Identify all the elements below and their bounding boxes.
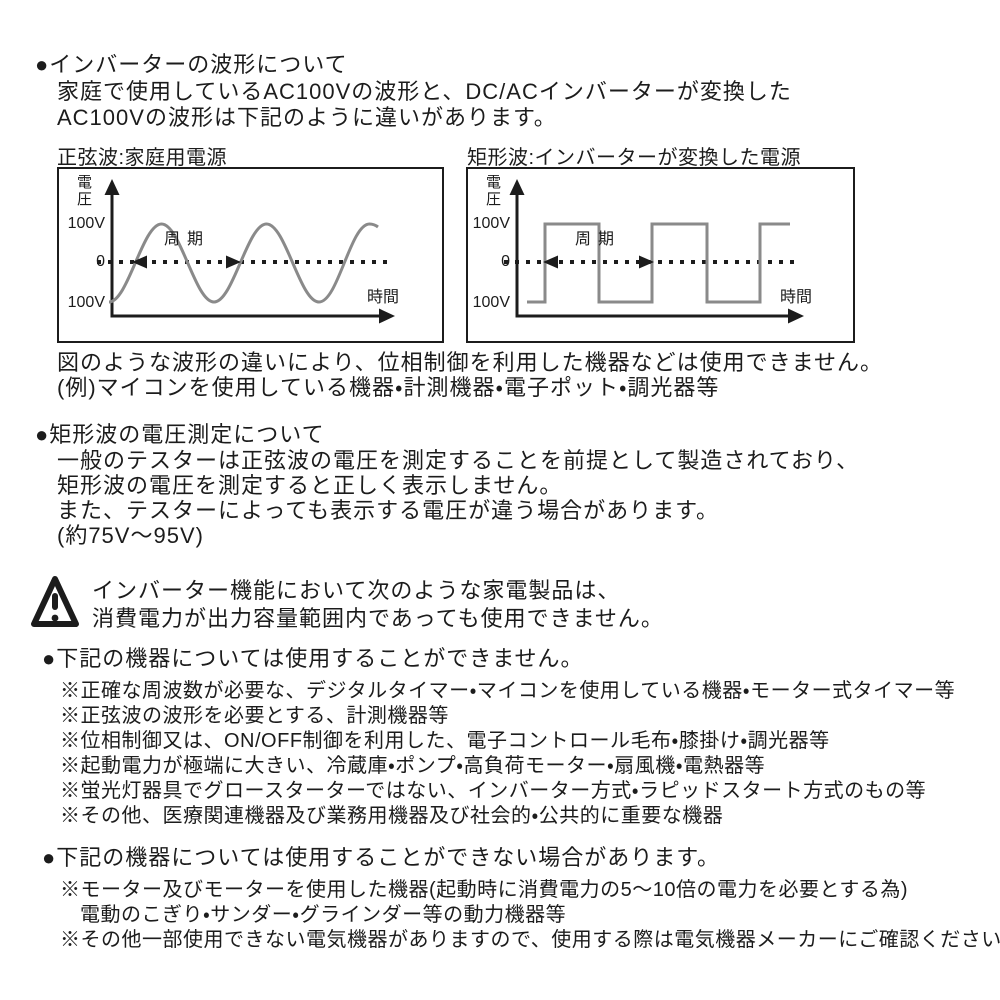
y-axis-label: 電圧 <box>77 174 93 208</box>
measurement-line-3: また、テスターによっても表示する電圧が違う場合があります。 <box>57 498 719 523</box>
cannot-use-item: ※正確な周波数が必要な、デジタルタイマー・マイコンを使用している機器・モーター式… <box>60 680 956 702</box>
square-chart-canvas <box>504 179 804 324</box>
period-arrow-left-icon <box>132 255 147 269</box>
warning-icon <box>31 576 79 627</box>
square-chart-title: 矩形波:インバーターが変換した電源 <box>467 147 802 169</box>
limited-use-item: ※その他一部使用できない電気機器がありますので、使用する際は電気機器メーカーにご… <box>60 929 1000 951</box>
period-arrow-left-icon <box>543 255 558 269</box>
y-axis-arrow-icon <box>509 179 525 195</box>
ytick-zero: 0 <box>96 253 105 270</box>
y-axis-arrow-icon <box>104 179 120 195</box>
x-axis-arrow-icon <box>379 308 395 324</box>
cannot-use-item: ※蛍光灯器具でグロースターターではない、インバーター方式・ラピッドスタート方式の… <box>60 780 927 802</box>
measurement-section-heading: ●矩形波の電圧測定について <box>35 422 325 447</box>
chart-note-line-2: (例)マイコンを使用している機器・計測機器・電子ポット・調光器等 <box>57 375 720 400</box>
sine-chart-title: 正弦波:家庭用電源 <box>57 147 228 169</box>
square-wave <box>527 222 790 304</box>
limited-use-item-continuation: 電動のこぎり・サンダー・グラインダー等の動力機器等 <box>80 904 567 926</box>
ytick-100v-bottom: 100V <box>472 294 510 311</box>
measurement-line-4: (約75V〜95V) <box>57 523 204 548</box>
intro-line-2: AC100Vの波形は下記のように違いがあります。 <box>57 105 557 130</box>
measurement-line-2: 矩形波の電圧を測定すると正しく表示しません。 <box>57 473 563 498</box>
ytick-zero: 0 <box>501 253 510 270</box>
sine-wave <box>108 222 379 304</box>
sine-chart: 電圧 100V 0 100V 周期 時間 <box>57 167 444 343</box>
period-label: 周期 <box>163 231 210 248</box>
cannot-use-item: ※正弦波の波形を必要とする、計測機器等 <box>60 705 449 727</box>
ytick-100v-bottom: 100V <box>67 294 105 311</box>
x-axis-arrow-icon <box>788 308 804 324</box>
sine-chart-canvas <box>97 179 395 324</box>
measurement-line-1: 一般のテスターは正弦波の電圧を測定することを前提として製造されており、 <box>57 448 860 473</box>
limited-use-item: ※モーター及びモーターを使用した機器(起動時に消費電力の5〜10倍の電力を必要と… <box>60 879 909 901</box>
limited-use-heading: ●下記の機器については使用することができない場合があります。 <box>42 845 720 870</box>
intro-line-1: 家庭で使用しているAC100Vの波形と、DC/ACインバーターが変換した <box>57 79 792 104</box>
x-axis-label: 時間 <box>367 289 400 306</box>
warning-line-1: インバーター機能において次のような家電製品は、 <box>92 578 621 603</box>
ytick-100v-top: 100V <box>472 215 510 232</box>
y-axis-label: 電圧 <box>486 174 502 208</box>
cannot-use-item: ※起動電力が極端に大きい、冷蔵庫・ポンプ・高負荷モーター・扇風機・電熱器等 <box>60 755 766 777</box>
waveform-section-heading: ●インバーターの波形について <box>35 52 348 77</box>
period-arrow-right-icon <box>639 255 654 269</box>
period-label: 周期 <box>574 231 621 248</box>
cannot-use-item: ※位相制御又は、ON/OFF制御を利用した、電子コントロール毛布・膝掛け・調光器… <box>60 730 830 752</box>
warning-line-2: 消費電力が出力容量範囲内であっても使用できません。 <box>92 606 664 631</box>
cannot-use-item: ※その他、医療関連機器及び業務用機器及び社会的・公共的に重要な機器 <box>60 805 724 827</box>
square-chart: 電圧 100V 0 100V 周期 時間 <box>466 167 855 343</box>
x-axis-label: 時間 <box>780 289 813 306</box>
chart-note-line-1: 図のような波形の違いにより、位相制御を利用した機器などは使用できません。 <box>57 350 884 375</box>
period-arrow-right-icon <box>226 255 241 269</box>
cannot-use-heading: ●下記の機器については使用することができません。 <box>42 646 584 671</box>
ytick-100v-top: 100V <box>67 215 105 232</box>
